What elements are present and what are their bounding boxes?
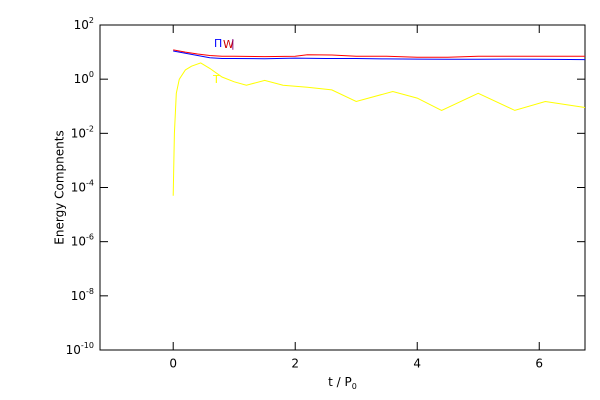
y-axis-label: Energy Compnents	[53, 130, 67, 244]
series-line	[173, 49, 585, 58]
plot-frame	[99, 24, 586, 351]
y-tick-label: 100	[74, 70, 94, 86]
x-tick-label: 4	[413, 357, 421, 371]
annotation: T	[212, 73, 220, 86]
x-tick-label: 0	[169, 357, 177, 371]
y-tick-label: 102	[74, 16, 94, 32]
series-line	[173, 50, 585, 61]
x-axis-label: t / P0	[328, 375, 357, 391]
annotation: Π	[214, 37, 222, 50]
y-tick-label: 10-10	[66, 341, 94, 357]
y-tick-label: 10-4	[71, 178, 94, 194]
y-tick-label: 10-8	[71, 286, 94, 302]
y-tick-label: 10-6	[71, 232, 94, 248]
y-tick-label: 10-2	[71, 124, 94, 140]
annotation: |	[231, 37, 235, 50]
x-tick-label: 2	[291, 357, 299, 371]
x-tick-label: 6	[535, 357, 543, 371]
annotation: W	[223, 38, 234, 51]
series-line	[172, 62, 585, 196]
